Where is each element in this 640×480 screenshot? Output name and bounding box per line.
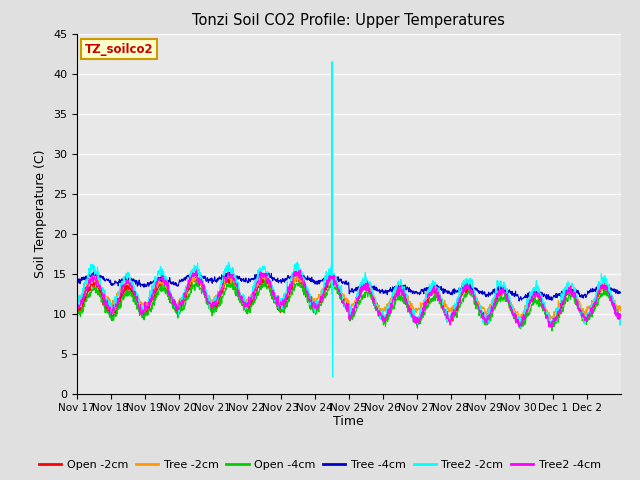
Tree2 -2cm [335,284,343,290]
Tree -2cm [335,286,342,292]
Tree2 -2cm [477,307,485,313]
Tree -2cm [547,316,554,322]
Tree -4cm [557,291,565,297]
Open -4cm [617,314,625,320]
Open -4cm [548,328,556,334]
Tree2 -2cm [557,290,565,296]
Tree -2cm [477,306,485,312]
Line: Tree -2cm: Tree -2cm [77,276,621,319]
Line: Open -2cm: Open -2cm [77,276,621,327]
Tree2 -2cm [73,299,81,304]
Tree2 -2cm [328,59,336,64]
Tree2 -4cm [477,308,485,313]
Tree -2cm [158,280,166,286]
Open -2cm [516,324,524,330]
Tree -2cm [611,300,618,306]
Tree2 -4cm [547,324,554,330]
Tree -4cm [515,298,523,304]
Tree2 -4cm [557,302,565,308]
Tree2 -4cm [617,311,625,317]
Open -2cm [73,308,81,314]
Tree -4cm [611,289,618,295]
Open -4cm [73,311,81,317]
Tree2 -4cm [73,305,81,311]
Tree2 -2cm [611,302,618,308]
Tree2 -4cm [158,273,166,278]
Open -4cm [611,308,618,313]
Open -4cm [324,288,332,293]
Tree2 -2cm [617,315,625,321]
Text: TZ_soilco2: TZ_soilco2 [85,43,154,56]
Tree -2cm [617,303,625,309]
Open -2cm [293,273,301,278]
Line: Tree2 -2cm: Tree2 -2cm [77,61,621,377]
Tree2 -2cm [324,277,332,283]
Tree -4cm [335,279,342,285]
Legend: Open -2cm, Tree -2cm, Open -4cm, Tree -4cm, Tree2 -2cm, Tree2 -4cm: Open -2cm, Tree -2cm, Open -4cm, Tree -4… [35,456,605,474]
Tree -4cm [477,290,485,296]
Tree2 -4cm [324,277,332,283]
Tree2 -2cm [158,268,166,274]
Tree2 -4cm [611,301,618,307]
Line: Tree2 -4cm: Tree2 -4cm [77,270,621,327]
Open -4cm [477,315,485,321]
Open -2cm [477,307,485,312]
X-axis label: Time: Time [333,415,364,428]
Tree -4cm [291,268,299,274]
Open -2cm [158,282,166,288]
Title: Tonzi Soil CO2 Profile: Upper Temperatures: Tonzi Soil CO2 Profile: Upper Temperatur… [193,13,505,28]
Tree2 -4cm [193,267,200,273]
Tree -2cm [73,297,81,303]
Open -4cm [335,288,342,294]
Open -2cm [335,284,342,290]
Tree -2cm [222,273,230,278]
Tree -4cm [324,275,332,280]
Tree -4cm [617,289,625,295]
Tree -4cm [158,276,166,282]
Open -2cm [611,302,618,308]
Tree -2cm [557,298,565,303]
Open -2cm [324,279,332,285]
Tree2 -4cm [335,288,342,294]
Open -2cm [557,306,565,312]
Open -4cm [158,282,166,288]
Open -4cm [260,278,268,284]
Y-axis label: Soil Temperature (C): Soil Temperature (C) [35,149,47,278]
Open -4cm [557,308,565,313]
Tree -2cm [324,278,332,284]
Line: Open -4cm: Open -4cm [77,281,621,331]
Open -2cm [617,316,625,322]
Tree -4cm [73,277,81,283]
Line: Tree -4cm: Tree -4cm [77,271,621,301]
Tree2 -2cm [329,374,337,380]
